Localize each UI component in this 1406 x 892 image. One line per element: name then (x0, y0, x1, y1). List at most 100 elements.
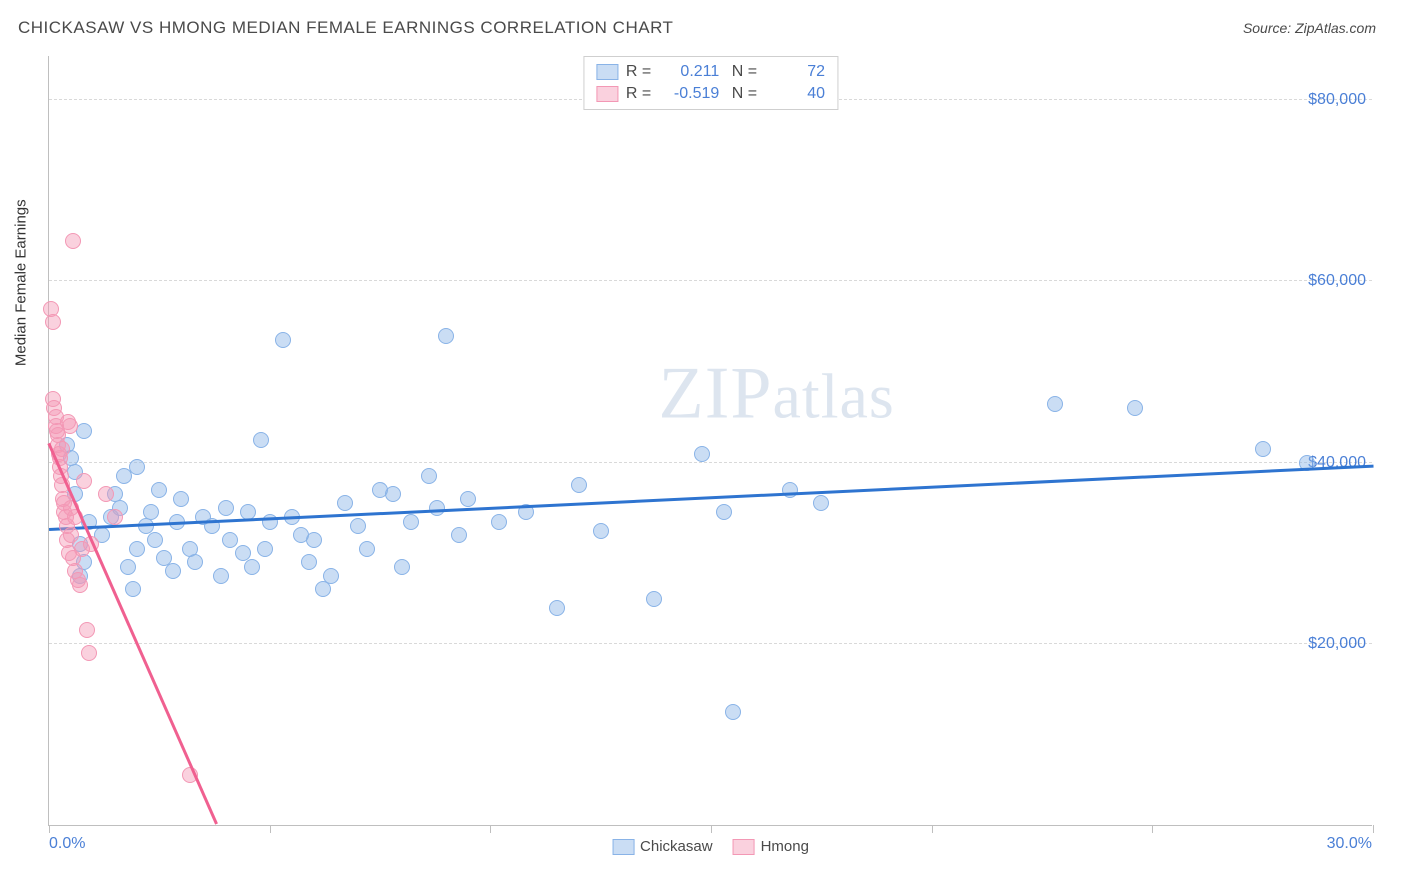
data-point-chickasaw (725, 704, 741, 720)
correlation-scatter-chart: Median Female Earnings R = 0.211 N = 72 … (48, 56, 1372, 826)
data-point-hmong (72, 577, 88, 593)
data-point-chickasaw (350, 518, 366, 534)
x-tick (270, 825, 271, 833)
data-point-chickasaw (253, 432, 269, 448)
series-legend-chickasaw: Chickasaw (612, 838, 713, 855)
n-value-hmong: 40 (765, 85, 825, 103)
data-point-chickasaw (421, 468, 437, 484)
data-point-chickasaw (151, 482, 167, 498)
y-axis-label: $80,000 (1308, 91, 1366, 109)
data-point-hmong (98, 486, 114, 502)
data-point-chickasaw (460, 491, 476, 507)
n-value-chickasaw: 72 (765, 63, 825, 81)
stats-legend-row-hmong: R = -0.519 N = 40 (596, 83, 825, 105)
data-point-chickasaw (429, 500, 445, 516)
data-point-chickasaw (301, 554, 317, 570)
data-point-chickasaw (120, 559, 136, 575)
data-point-hmong (76, 473, 92, 489)
data-point-chickasaw (187, 554, 203, 570)
swatch-hmong (596, 86, 618, 102)
data-point-chickasaw (716, 504, 732, 520)
swatch-chickasaw (596, 64, 618, 80)
series-label-chickasaw: Chickasaw (640, 838, 713, 855)
series-legend-hmong: Hmong (733, 838, 809, 855)
data-point-chickasaw (125, 581, 141, 597)
series-legend: Chickasaw Hmong (612, 838, 809, 855)
data-point-chickasaw (213, 568, 229, 584)
data-point-chickasaw (76, 423, 92, 439)
data-point-chickasaw (385, 486, 401, 502)
data-point-hmong (63, 527, 79, 543)
gridline-h (49, 462, 1372, 463)
x-tick (1152, 825, 1153, 833)
data-point-hmong (65, 233, 81, 249)
y-axis-label: $20,000 (1308, 635, 1366, 653)
trendline-hmong (48, 443, 218, 824)
data-point-chickasaw (129, 541, 145, 557)
data-point-hmong (79, 622, 95, 638)
stats-legend: R = 0.211 N = 72 R = -0.519 N = 40 (583, 56, 838, 110)
y-axis-label: $60,000 (1308, 272, 1366, 290)
n-label: N = (727, 85, 757, 103)
x-tick (711, 825, 712, 833)
r-label: R = (626, 63, 651, 81)
data-point-chickasaw (451, 527, 467, 543)
data-point-chickasaw (315, 581, 331, 597)
data-point-chickasaw (165, 563, 181, 579)
data-point-hmong (54, 441, 70, 457)
data-point-chickasaw (218, 500, 234, 516)
swatch-hmong (733, 839, 755, 855)
data-point-chickasaw (257, 541, 273, 557)
r-value-chickasaw: 0.211 (659, 63, 719, 81)
data-point-chickasaw (571, 477, 587, 493)
x-axis-label: 0.0% (49, 835, 85, 853)
data-point-chickasaw (438, 328, 454, 344)
data-point-hmong (62, 418, 78, 434)
chart-title: CHICKASAW VS HMONG MEDIAN FEMALE EARNING… (18, 18, 673, 38)
x-axis-label: 30.0% (1327, 835, 1372, 853)
data-point-chickasaw (244, 559, 260, 575)
chart-header: CHICKASAW VS HMONG MEDIAN FEMALE EARNING… (0, 0, 1406, 48)
data-point-chickasaw (262, 514, 278, 530)
data-point-chickasaw (646, 591, 662, 607)
gridline-h (49, 280, 1372, 281)
trendline-chickasaw (49, 465, 1373, 531)
data-point-hmong (45, 314, 61, 330)
data-point-hmong (81, 645, 97, 661)
data-point-chickasaw (403, 514, 419, 530)
x-tick (932, 825, 933, 833)
y-axis-title: Median Female Earnings (13, 199, 30, 366)
data-point-chickasaw (337, 495, 353, 511)
data-point-chickasaw (1255, 441, 1271, 457)
data-point-chickasaw (813, 495, 829, 511)
data-point-chickasaw (129, 459, 145, 475)
data-point-chickasaw (275, 332, 291, 348)
series-label-hmong: Hmong (761, 838, 809, 855)
source-name: ZipAtlas.com (1295, 20, 1376, 36)
r-value-hmong: -0.519 (659, 85, 719, 103)
watermark: ZIPatlas (659, 352, 895, 437)
data-point-chickasaw (1127, 400, 1143, 416)
data-point-chickasaw (306, 532, 322, 548)
data-point-chickasaw (173, 491, 189, 507)
data-point-chickasaw (549, 600, 565, 616)
source-attribution: Source: ZipAtlas.com (1243, 20, 1376, 36)
data-point-hmong (107, 509, 123, 525)
watermark-small: atlas (773, 361, 895, 432)
r-label: R = (626, 85, 651, 103)
data-point-chickasaw (359, 541, 375, 557)
stats-legend-row-chickasaw: R = 0.211 N = 72 (596, 61, 825, 83)
swatch-chickasaw (612, 839, 634, 855)
data-point-chickasaw (394, 559, 410, 575)
data-point-chickasaw (222, 532, 238, 548)
data-point-chickasaw (491, 514, 507, 530)
watermark-big: ZIP (659, 353, 773, 435)
n-label: N = (727, 63, 757, 81)
data-point-chickasaw (1047, 396, 1063, 412)
x-tick (1373, 825, 1374, 833)
data-point-chickasaw (323, 568, 339, 584)
source-prefix: Source: (1243, 20, 1295, 36)
data-point-chickasaw (147, 532, 163, 548)
data-point-chickasaw (694, 446, 710, 462)
data-point-chickasaw (593, 523, 609, 539)
